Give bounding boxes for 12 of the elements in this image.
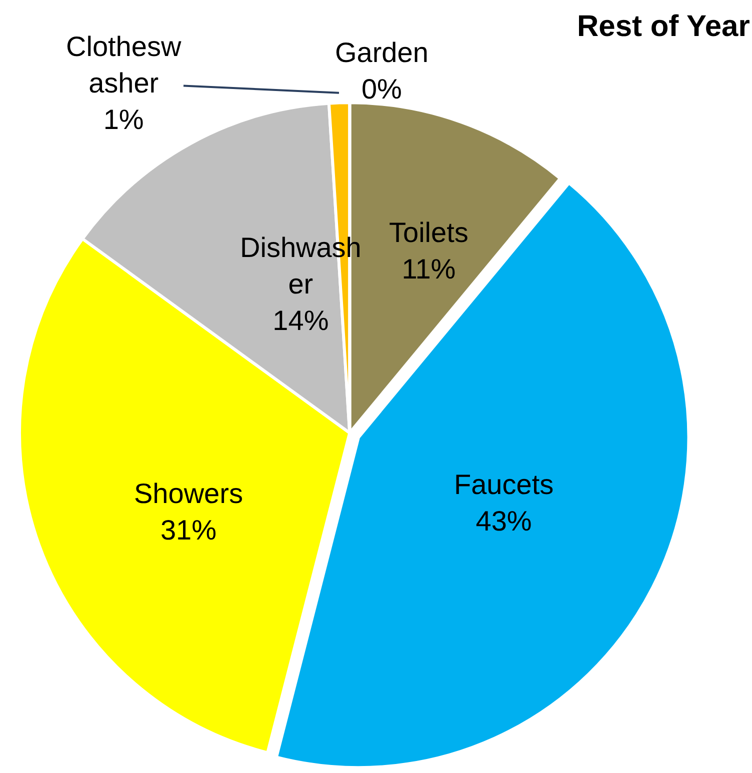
slice-label: Toilets bbox=[389, 217, 468, 248]
data-label: 43% bbox=[476, 505, 532, 536]
chart-title: Rest of Year bbox=[577, 10, 750, 43]
category-label: Garden bbox=[335, 37, 428, 68]
data-label: 1% bbox=[103, 104, 144, 135]
slice-label: Faucets bbox=[454, 469, 554, 500]
data-label: 11% bbox=[402, 253, 456, 284]
slice-label: Showers bbox=[134, 478, 243, 509]
text: 0% bbox=[361, 73, 402, 104]
slice-label: Clotheswasher bbox=[66, 31, 182, 98]
data-label: 31% bbox=[160, 514, 216, 546]
data-label: 14% bbox=[272, 304, 329, 336]
